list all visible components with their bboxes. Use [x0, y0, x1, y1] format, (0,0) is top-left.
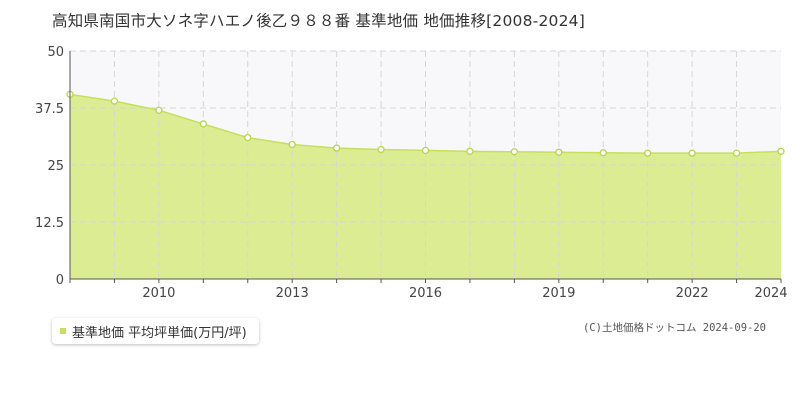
data-point [199, 120, 207, 128]
data-point [510, 148, 519, 156]
y-tick-label: 37.5 [35, 102, 64, 117]
data-point [555, 148, 563, 156]
data-point [688, 149, 696, 157]
data-point [155, 106, 163, 114]
y-tick-label: 0 [56, 273, 64, 288]
x-tick-label: 2016 [409, 286, 442, 301]
data-point [288, 140, 296, 149]
legend-label: 基準地価 平均坪単価(万円/坪) [72, 325, 247, 341]
data-point [777, 147, 785, 155]
y-tick-label: 25 [47, 159, 64, 174]
x-tick-label: 2024 [754, 286, 787, 301]
data-point [644, 149, 652, 157]
copyright-credit: (C)土地価格ドットコム 2024-09-20 [582, 322, 766, 334]
data-point [599, 149, 607, 157]
data-point [732, 149, 741, 157]
data-point [466, 147, 474, 155]
legend: 基準地価 平均坪単価(万円/坪) [52, 318, 259, 344]
data-point [332, 144, 341, 152]
data-point [244, 133, 252, 142]
y-tick-label: 50 [47, 45, 64, 60]
chart-title: 高知県南国市大ソネ字ハエノ後乙９８８番 基準地価 地価推移[2008-2024] [52, 12, 585, 30]
legend-swatch-icon [60, 328, 66, 334]
data-point [421, 146, 430, 155]
data-point [377, 145, 385, 154]
x-tick-label: 2022 [676, 286, 709, 301]
data-point [110, 97, 119, 105]
y-tick-label: 12.5 [35, 216, 64, 231]
x-tick-label: 2013 [276, 286, 309, 301]
x-tick-label: 2010 [142, 286, 175, 301]
x-tick-label: 2019 [542, 286, 575, 301]
